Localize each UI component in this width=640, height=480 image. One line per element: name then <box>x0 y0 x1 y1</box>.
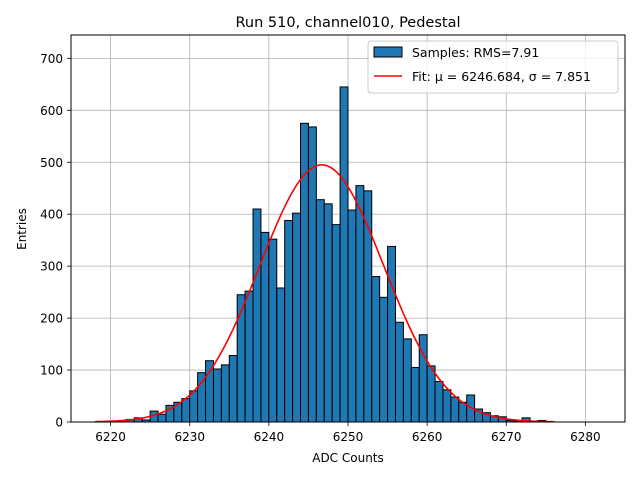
legend-label-fit: Fit: μ = 6246.684, σ = 7.851 <box>412 69 591 84</box>
x-tick-label: 6250 <box>333 430 364 444</box>
histogram-bar <box>387 245 396 423</box>
y-axis-ticks: 0 100 200 300 400 500 600 700 <box>40 52 71 430</box>
y-tick-label: 300 <box>40 260 63 274</box>
x-axis-label: ADC Counts <box>312 451 384 465</box>
y-tick-label: 100 <box>40 364 63 378</box>
histogram-bar <box>442 389 452 423</box>
histogram-bar <box>292 212 302 423</box>
histogram-bar <box>236 294 246 423</box>
histogram-bar <box>323 203 333 423</box>
histogram-bar <box>450 396 460 423</box>
histogram-bar <box>347 209 357 423</box>
histogram-bar <box>426 365 436 423</box>
histogram-bar <box>315 199 325 423</box>
histogram-bar <box>244 290 254 423</box>
y-tick-label: 400 <box>40 208 63 222</box>
y-tick-label: 700 <box>40 52 63 66</box>
histogram-bar <box>371 276 381 423</box>
histogram-bar <box>212 368 222 423</box>
x-tick-label: 6280 <box>570 430 601 444</box>
y-tick-label: 600 <box>40 104 63 118</box>
x-tick-label: 6230 <box>174 430 205 444</box>
legend: Samples: RMS=7.91 Fit: μ = 6246.684, σ =… <box>367 40 619 94</box>
histogram-bar <box>157 413 167 423</box>
histogram-bar <box>394 321 404 423</box>
legend-swatch-samples <box>373 46 403 58</box>
histogram-bars <box>110 86 555 423</box>
fit-curve <box>94 164 554 423</box>
y-axis-label: Entries <box>15 208 29 250</box>
histogram-bar <box>276 287 286 423</box>
histogram-bar <box>205 360 214 423</box>
histogram-bar <box>307 126 317 423</box>
histogram-bar <box>284 219 294 423</box>
histogram-bar <box>331 224 341 423</box>
histogram-bar <box>252 208 262 423</box>
histogram-bar <box>402 338 412 423</box>
histogram-bar <box>228 355 238 423</box>
x-tick-label: 6260 <box>412 430 443 444</box>
histogram-bar <box>434 380 444 423</box>
histogram-bar <box>339 86 349 423</box>
histogram-bar <box>268 238 278 423</box>
x-tick-label: 6240 <box>254 430 285 444</box>
x-tick-label: 6270 <box>491 430 522 444</box>
histogram-bar <box>300 122 309 423</box>
histogram-bar <box>220 364 230 423</box>
x-tick-label: 6220 <box>95 430 126 444</box>
histogram-bar <box>379 296 389 423</box>
histogram-bar <box>189 390 199 423</box>
x-axis-ticks: 6220 6230 6240 6250 6260 6270 6280 <box>95 422 601 444</box>
legend-box <box>367 40 619 94</box>
histogram-bar <box>181 398 191 423</box>
histogram-bar <box>355 185 365 423</box>
legend-label-samples: Samples: RMS=7.91 <box>412 45 539 60</box>
histogram-bar <box>410 366 420 423</box>
y-tick-label: 200 <box>40 312 63 326</box>
y-tick-label: 500 <box>40 156 63 170</box>
y-tick-label: 0 <box>55 416 63 430</box>
chart-title: Run 510, channel010, Pedestal <box>235 15 460 31</box>
